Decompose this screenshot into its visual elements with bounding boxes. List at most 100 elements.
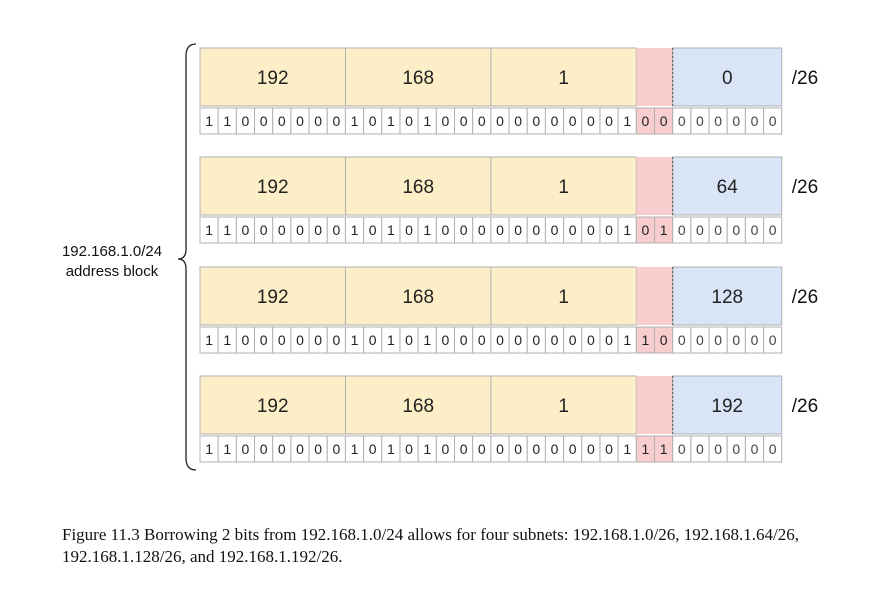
bit-value: 0 <box>332 222 340 238</box>
bit-value: 0 <box>714 222 722 238</box>
bit-value: 1 <box>623 113 631 129</box>
bit-value: 0 <box>278 441 286 457</box>
bit-value: 1 <box>623 441 631 457</box>
bit-value: 0 <box>696 222 704 238</box>
bit-value: 0 <box>242 332 250 348</box>
bit-value: 1 <box>205 222 213 238</box>
octet-value: 1 <box>558 287 569 308</box>
bit-value: 0 <box>260 441 268 457</box>
bit-value: 1 <box>223 332 231 348</box>
octet-value: 192 <box>257 68 289 89</box>
bit-value: 0 <box>332 441 340 457</box>
bit-value: 0 <box>532 113 540 129</box>
bit-value: 0 <box>587 222 595 238</box>
bit-value: 0 <box>769 222 777 238</box>
octet-value: 64 <box>717 177 739 198</box>
network-band <box>199 375 637 435</box>
bit-value: 0 <box>751 441 759 457</box>
bit-value: 0 <box>314 332 322 348</box>
borrowed-band <box>636 157 673 215</box>
bit-value: 0 <box>569 222 577 238</box>
bit-cell <box>763 107 783 135</box>
prefix-label: /26 <box>792 68 818 89</box>
prefix-label: /26 <box>792 396 818 417</box>
bit-value: 1 <box>387 441 395 457</box>
bit-value: 0 <box>696 113 704 129</box>
bit-value: 0 <box>442 332 450 348</box>
bit-value: 1 <box>642 332 650 348</box>
bit-value: 0 <box>642 113 650 129</box>
octet-value: 192 <box>711 396 743 417</box>
bit-value: 1 <box>387 222 395 238</box>
bit-value: 0 <box>714 441 722 457</box>
subnet-rows: 192 168 1 0/261 1 0 0 0 0 0 0 1 0 1 0 1 0 0 0 0 0 0 0 0 0 0 1 0 0 0 0 0… <box>199 47 818 463</box>
bit-value: 0 <box>460 113 468 129</box>
bit-value: 0 <box>278 222 286 238</box>
bit-value: 0 <box>260 222 268 238</box>
bit-value: 0 <box>769 332 777 348</box>
octet-value: 192 <box>257 396 289 417</box>
bit-value: 0 <box>551 332 559 348</box>
bit-value: 1 <box>223 222 231 238</box>
bit-value: 0 <box>314 113 322 129</box>
bit-value: 1 <box>205 113 213 129</box>
bit-value: 1 <box>660 441 668 457</box>
bit-value: 0 <box>587 441 595 457</box>
bit-value: 0 <box>296 222 304 238</box>
bit-value: 0 <box>714 332 722 348</box>
address-block-brace <box>177 43 197 471</box>
bit-value: 0 <box>242 441 250 457</box>
brace-icon <box>177 43 197 471</box>
bit-value: 0 <box>551 441 559 457</box>
octet-value: 192 <box>257 177 289 198</box>
bit-cell <box>763 216 783 244</box>
bit-value: 0 <box>242 113 250 129</box>
bit-value: 0 <box>496 441 504 457</box>
bit-value: 0 <box>751 222 759 238</box>
block-label-line-1: 192.168.1.0/24 <box>62 243 162 260</box>
bit-value: 1 <box>223 113 231 129</box>
bit-value: 0 <box>605 332 613 348</box>
network-band <box>199 156 637 216</box>
bit-value: 0 <box>587 332 595 348</box>
octet-value: 168 <box>402 68 434 89</box>
bit-value: 0 <box>278 332 286 348</box>
bit-value: 0 <box>478 441 486 457</box>
prefix-label: /26 <box>792 177 818 198</box>
bit-value: 0 <box>260 332 268 348</box>
bit-value: 0 <box>605 113 613 129</box>
bit-value: 0 <box>405 113 413 129</box>
block-label-line-2: address block <box>66 263 159 280</box>
bit-value: 1 <box>223 441 231 457</box>
bit-value: 1 <box>642 441 650 457</box>
bit-value: 0 <box>769 113 777 129</box>
bit-value: 0 <box>460 441 468 457</box>
bit-value: 0 <box>296 332 304 348</box>
bit-value: 0 <box>460 222 468 238</box>
host-band <box>672 375 783 435</box>
octet-value: 1 <box>558 177 569 198</box>
bit-cell <box>763 435 783 463</box>
figure-caption: Figure 11.3 Borrowing 2 bits from 192.16… <box>62 525 799 566</box>
bit-value: 1 <box>387 113 395 129</box>
bit-value: 0 <box>369 113 377 129</box>
bit-value: 0 <box>442 441 450 457</box>
bit-value: 0 <box>551 113 559 129</box>
bit-value: 0 <box>260 113 268 129</box>
bit-value: 0 <box>751 113 759 129</box>
octet-value: 0 <box>722 68 733 89</box>
bit-value: 0 <box>496 332 504 348</box>
bit-value: 0 <box>496 113 504 129</box>
host-band <box>672 266 783 326</box>
bit-value: 0 <box>532 332 540 348</box>
octet-value: 128 <box>711 287 743 308</box>
bit-value: 0 <box>369 332 377 348</box>
bit-value: 0 <box>696 332 704 348</box>
bit-value: 1 <box>423 332 431 348</box>
bit-value: 0 <box>569 332 577 348</box>
bit-value: 0 <box>642 222 650 238</box>
bit-value: 0 <box>551 222 559 238</box>
bit-value: 0 <box>369 222 377 238</box>
bit-value: 1 <box>623 222 631 238</box>
bit-value: 0 <box>478 222 486 238</box>
